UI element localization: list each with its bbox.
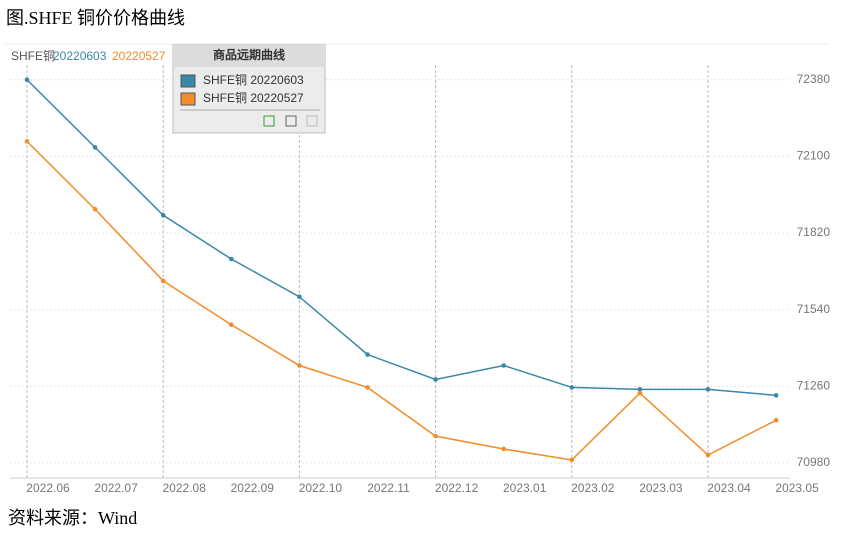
x-tick-label: 2023.03 [639,481,683,495]
point [705,452,711,458]
x-tick-label: 2023.02 [571,481,615,495]
point [229,322,234,328]
source: 资料来源：Wind [8,508,137,528]
point [705,387,711,392]
reset-icon[interactable] [306,115,318,127]
x-tick-label: 2022.06 [26,481,70,495]
y-tick-label: 72380 [797,72,831,86]
point [92,145,98,150]
series-line [26,79,777,397]
point [92,206,98,212]
point [637,390,643,396]
x-tick-label: 2023.05 [775,481,819,495]
x-tick-label: 2022.08 [163,481,207,495]
series-line [26,140,777,461]
x-tick-label: 2022.11 [367,481,410,495]
point [160,278,166,284]
x-tick-label: 2022.09 [231,481,275,495]
x-tick-label: 2023.04 [707,481,751,495]
point [637,387,643,392]
header-prefix: SHFE铜 [11,48,55,63]
y-tick-label: 70980 [797,455,831,469]
legend-title: 商品远期曲线 [213,47,285,62]
header-item: 20220527 [112,49,166,63]
point [297,363,302,368]
point [773,417,779,423]
header-item: 20220603 [53,49,107,63]
legend-label: SHFE铜 20220603 [203,72,304,87]
x-tick-label: 2022.12 [435,481,479,495]
point [569,457,575,463]
point [569,385,575,390]
point [433,433,438,439]
x-tick-label: 2023.01 [503,481,547,495]
y-tick-label: 71540 [797,302,831,316]
point [297,294,302,300]
plot: 70980 71260 71540 71820 72100 72380 2022.06 202… [10,65,830,495]
x-tick-label: 2022.07 [94,481,138,495]
legend: 商品远期曲线 [172,44,326,134]
y-tick-label: 72100 [797,149,831,163]
point [24,77,30,83]
point [773,393,779,398]
point [24,139,30,144]
legend-label: SHFE铜 20220527 [203,90,304,105]
legend-header [173,45,325,67]
legend-swatch [180,74,196,88]
y-tick-label: 71260 [797,378,831,392]
point [501,446,507,452]
page-title: 图.SHFE 铜价价格曲线 [6,8,185,28]
legend-swatch [180,92,196,106]
point [160,212,166,218]
point [501,363,507,368]
point [365,352,370,357]
point [229,256,234,262]
export-icon[interactable] [263,115,275,127]
crop-icon[interactable] [285,115,297,127]
point [433,377,438,382]
y-tick-label: 71820 [797,225,831,239]
point [365,385,370,390]
x-tick-label: 2022.10 [299,481,343,495]
